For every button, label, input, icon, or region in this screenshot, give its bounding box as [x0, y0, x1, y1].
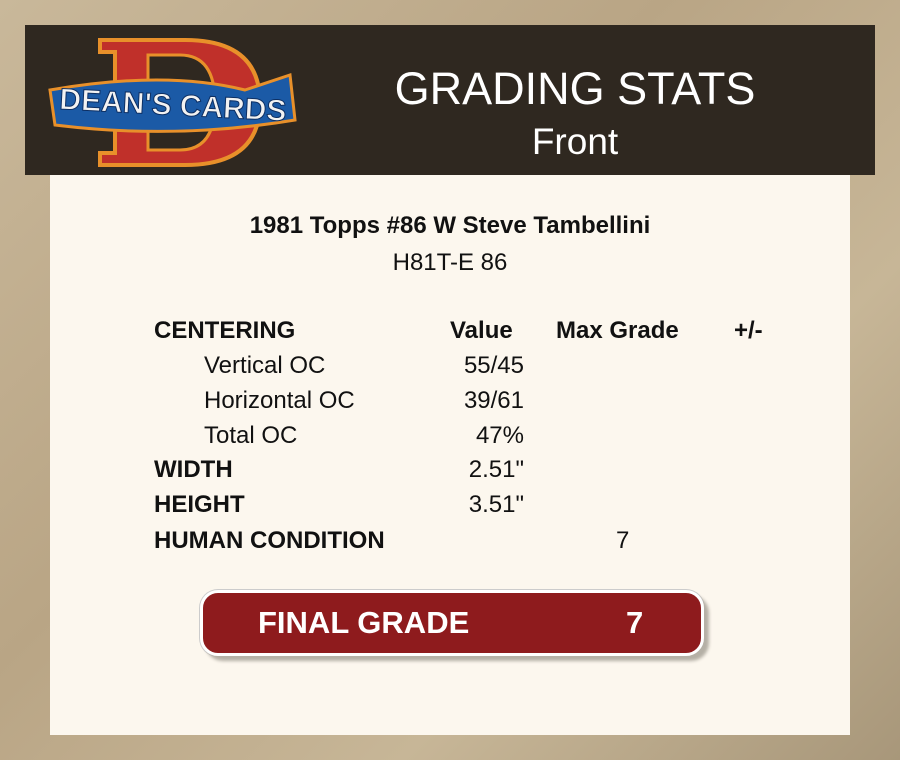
plus-minus-header: +/- [734, 317, 763, 344]
header: DEAN'S CARDS GRADING STATS Front [25, 25, 875, 175]
table-row: HEIGHT 3.51" [154, 491, 794, 525]
table-row: Vertical OC 55/45 [154, 352, 794, 386]
deans-cards-logo: DEAN'S CARDS [48, 38, 297, 167]
centering-heading: CENTERING [154, 317, 296, 344]
card-name: 1981 Topps #86 W Steve Tambellini [249, 212, 651, 239]
value-header: Value [450, 317, 513, 344]
row-value: 55/45 [463, 352, 524, 379]
table-row: Total OC 47% [154, 422, 794, 456]
row-label: Total OC [204, 422, 298, 449]
max-grade-header: Max Grade [556, 317, 679, 344]
row-label: Horizontal OC [204, 387, 355, 414]
row-value: 2.51" [468, 456, 524, 483]
row-label: Vertical OC [204, 352, 326, 379]
final-grade-value: 7 [626, 605, 644, 640]
row-max-grade: 7 [616, 527, 630, 554]
row-value: 47% [475, 422, 524, 449]
row-value: 39/61 [463, 387, 524, 414]
row-label: HEIGHT [154, 491, 245, 518]
row-value: 3.51" [468, 491, 524, 518]
row-label: WIDTH [154, 456, 233, 483]
page-title: GRADING STATS [394, 63, 756, 114]
card-code: H81T-E 86 [392, 249, 508, 276]
page-subtitle: Front [531, 121, 619, 162]
table-row: Horizontal OC 39/61 [154, 387, 794, 421]
stats-panel: 1981 Topps #86 W Steve Tambellini H81T-E… [50, 175, 850, 735]
final-grade-bar: FINAL GRADE 7 [200, 590, 704, 656]
table-row: HUMAN CONDITION 7 [154, 527, 794, 561]
final-grade-label: FINAL GRADE [258, 605, 470, 640]
table-row: WIDTH 2.51" [154, 456, 794, 490]
column-header-row: CENTERING Value Max Grade +/- [154, 317, 794, 351]
row-label: HUMAN CONDITION [154, 527, 385, 554]
